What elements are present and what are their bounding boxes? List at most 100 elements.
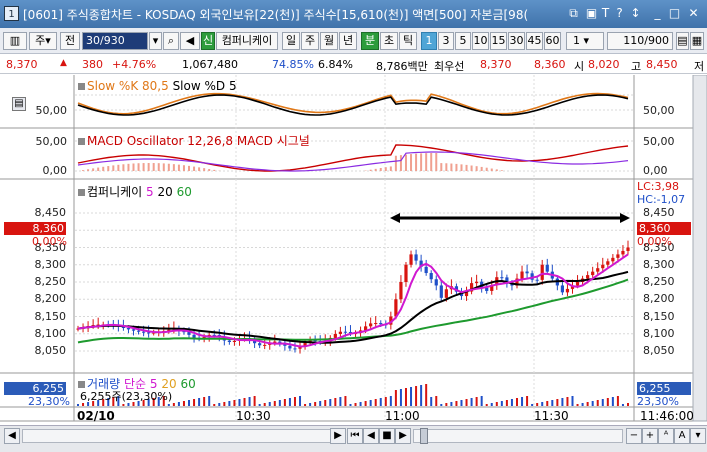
period-label[interactable]: 전 — [60, 32, 80, 50]
count-display[interactable]: 110/900 — [607, 32, 673, 50]
volume-bar — [152, 398, 155, 406]
interval-30[interactable]: 30 — [508, 32, 525, 50]
stoch-k-line — [77, 94, 629, 116]
interval-45[interactable]: 45 — [526, 32, 543, 50]
candle-body — [293, 348, 297, 350]
first-icon[interactable]: ⏮ — [347, 428, 363, 444]
tab-period-year[interactable]: 년 — [339, 32, 357, 50]
volume-bar — [349, 404, 352, 406]
volume-bar — [253, 396, 256, 406]
volume-bar — [541, 402, 544, 406]
zoom-track[interactable] — [413, 429, 623, 443]
zoom-handle[interactable] — [420, 428, 428, 444]
interval-10[interactable]: 10 — [472, 32, 489, 50]
date-label: 02/10 — [77, 409, 115, 423]
candle-body — [303, 341, 307, 347]
text-size-icon[interactable]: T — [601, 6, 610, 20]
lock-icon[interactable]: ▣ — [585, 6, 598, 20]
code-input[interactable]: 30/930 — [82, 32, 148, 50]
settings-small-icon[interactable]: ▾ — [690, 428, 706, 444]
grid-icon[interactable]: ▦ — [690, 32, 704, 50]
panel-settings-icon[interactable]: ▤ — [12, 97, 26, 111]
ask: 8,370 — [480, 58, 512, 71]
zoom-minus-icon[interactable]: − — [626, 428, 642, 444]
volume-bar — [122, 404, 125, 406]
macd-osc-bar — [389, 166, 392, 171]
volume-bar — [208, 396, 211, 406]
time-label-1100: 11:00 — [385, 409, 420, 423]
volume-bar — [571, 396, 574, 406]
chart-area[interactable] — [0, 75, 707, 452]
macd-osc-bar — [404, 154, 407, 171]
candle-body — [515, 278, 519, 286]
macd-osc-bar — [97, 167, 100, 171]
macd-osc-bar — [167, 163, 170, 171]
search-icon[interactable]: ⌕ — [163, 32, 179, 50]
arrow-icon[interactable]: ↕ — [630, 6, 641, 20]
maximize-icon[interactable]: □ — [668, 6, 681, 20]
high-label: 고 — [631, 60, 642, 73]
tab-period-month[interactable]: 월 — [320, 32, 338, 50]
layout-icon[interactable]: ▤ — [676, 32, 689, 50]
help-icon[interactable]: ? — [616, 6, 623, 20]
interval-60[interactable]: 60 — [544, 32, 561, 50]
volume-bar — [329, 399, 332, 406]
time-label-1030: 10:30 — [236, 409, 271, 423]
macd-osc-bar — [495, 169, 498, 171]
candle-body — [621, 250, 625, 255]
candle-body — [278, 341, 282, 343]
minimize-icon[interactable]: _ — [654, 6, 661, 20]
font-down-icon[interactable]: ᴬ — [658, 428, 674, 444]
lc-value: LC:3,98 — [637, 180, 680, 193]
stop-icon[interactable]: ■ — [379, 428, 395, 444]
zoom-plus-icon[interactable]: + — [642, 428, 658, 444]
prev-icon[interactable]: ◀ — [363, 428, 379, 444]
link-icon[interactable]: ⧉ — [569, 6, 578, 20]
time-label-1130: 11:30 — [534, 409, 569, 423]
interval-3[interactable]: 3 — [438, 32, 454, 50]
scroll-left-icon[interactable]: ◀ — [4, 428, 20, 444]
macd-osc-bar — [415, 153, 418, 171]
chart-type-icon[interactable]: ▥ — [3, 32, 27, 50]
candle-body — [131, 329, 136, 331]
macd-osc-bar — [455, 163, 458, 171]
candle-body — [565, 288, 570, 293]
scroll-track[interactable] — [22, 429, 332, 443]
stoch-tick-left: 50,00 — [35, 104, 68, 117]
candle-body — [394, 299, 398, 317]
volume-bar — [369, 400, 372, 406]
tab-period-day[interactable]: 일 — [282, 32, 300, 50]
title-bar: 1 [0601] 주식종합차트 - KOSDAQ 외국인보유[22(천)] 주식… — [0, 0, 707, 28]
change: 380 — [82, 58, 103, 71]
speaker-icon[interactable]: ◀ — [180, 32, 200, 50]
volume-bar — [77, 404, 79, 406]
tab-period-minute[interactable]: 분 — [361, 32, 379, 50]
volume-bar — [379, 398, 382, 406]
code-dropdown-icon[interactable]: ▾ — [149, 32, 162, 50]
volume-bar — [223, 402, 226, 406]
macd-osc-bar — [420, 153, 423, 171]
interval-select[interactable]: 1 ▾ — [566, 32, 604, 50]
interval-5[interactable]: 5 — [455, 32, 471, 50]
close-icon[interactable]: ✕ — [688, 6, 699, 20]
volume-bar — [147, 399, 150, 406]
candle-body — [273, 341, 277, 343]
volume-bar — [591, 401, 594, 406]
macd-line — [77, 144, 629, 172]
volume-bar — [258, 404, 261, 406]
macd-osc-bar — [177, 164, 180, 171]
volume-bar — [112, 397, 115, 406]
interval-1[interactable]: 1 — [421, 32, 437, 50]
tab-period-second[interactable]: 초 — [380, 32, 398, 50]
macd-osc-bar — [172, 164, 175, 171]
volume-bar — [546, 401, 549, 406]
interval-15[interactable]: 15 — [490, 32, 507, 50]
tab-period-tick[interactable]: 틱 — [399, 32, 417, 50]
volume-value-line: 6,255주(23,30%) — [80, 390, 173, 403]
price-tick-left: 8,300 — [34, 257, 67, 271]
type-select[interactable]: 주▾ — [29, 32, 57, 50]
next-icon[interactable]: ▶ — [395, 428, 411, 444]
scroll-right-icon[interactable]: ▶ — [330, 428, 346, 444]
font-up-icon[interactable]: A — [674, 428, 690, 444]
tab-period-week[interactable]: 주 — [301, 32, 319, 50]
